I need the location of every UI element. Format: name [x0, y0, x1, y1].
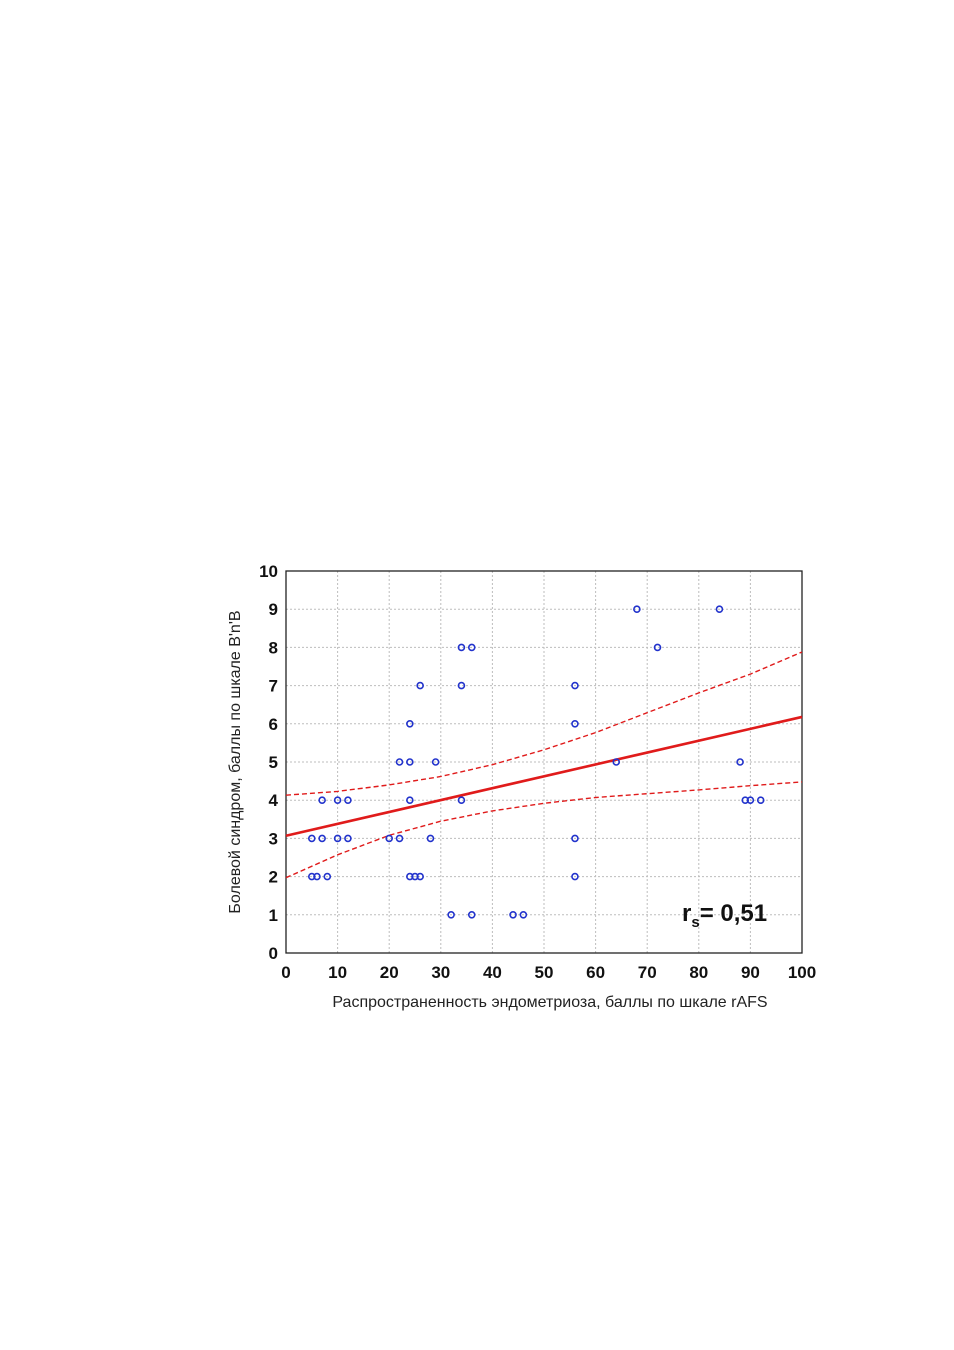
data-point: [633, 605, 641, 614]
data-point: [385, 834, 394, 843]
data-point: [431, 758, 440, 766]
x-tick-label: 0: [281, 963, 290, 982]
data-point: [406, 758, 414, 766]
y-tick-label: 2: [269, 868, 278, 887]
data-point: [406, 719, 414, 728]
data-point: [307, 834, 316, 843]
correlation-r: r: [682, 900, 691, 927]
data-point: [612, 758, 621, 766]
x-axis-label: Распространенность эндометриоза, баллы п…: [332, 994, 767, 1011]
y-tick-label: 8: [269, 638, 278, 657]
y-tick-label: 1: [269, 906, 278, 925]
data-point: [653, 643, 662, 652]
data-point: [416, 872, 424, 881]
data-point: [307, 872, 316, 881]
data-point: [746, 796, 755, 805]
data-point: [344, 796, 352, 805]
data-point: [715, 605, 724, 614]
y-tick-label: 9: [269, 600, 278, 619]
data-points: [307, 605, 765, 919]
grid-lines: [285, 570, 803, 954]
data-point: [344, 834, 352, 843]
x-tick-label: 20: [380, 963, 399, 982]
data-point: [411, 872, 419, 881]
data-point: [571, 834, 579, 843]
y-tick-label: 10: [259, 562, 278, 581]
x-tick-label: 50: [535, 963, 554, 982]
y-tick-label: 0: [269, 944, 278, 963]
data-point: [736, 758, 744, 766]
regression-line-group: [285, 715, 803, 837]
correlation-subscript: s: [691, 914, 699, 931]
data-point: [519, 910, 528, 919]
data-point: [318, 834, 326, 843]
x-tick-label: 30: [431, 963, 450, 982]
data-point: [571, 872, 579, 881]
data-point: [333, 796, 342, 805]
data-point: [406, 796, 414, 805]
x-tick-label: 10: [328, 963, 347, 982]
data-point: [571, 719, 579, 728]
x-tick-label: 60: [586, 963, 605, 982]
data-point: [467, 910, 476, 919]
data-point: [395, 758, 404, 766]
data-point: [457, 796, 466, 805]
regression-line: [285, 715, 803, 837]
y-tick-label: 3: [269, 829, 278, 848]
data-point: [457, 643, 466, 652]
data-point: [509, 910, 517, 919]
data-point: [447, 910, 455, 919]
y-tick-label: 5: [269, 753, 278, 772]
x-tick-label: 100: [788, 963, 816, 982]
data-point: [313, 872, 321, 881]
data-point: [741, 796, 750, 805]
y-tick-label: 7: [269, 677, 278, 696]
y-tick-label: 4: [269, 791, 279, 810]
data-point: [416, 681, 424, 690]
data-point: [756, 796, 765, 805]
x-tick-label: 90: [741, 963, 760, 982]
confidence-band: [285, 651, 803, 879]
data-point: [406, 872, 414, 881]
y-axis-label: Болевой синдром, баллы по шкале В'n'В: [227, 610, 244, 913]
x-tick-label: 80: [689, 963, 708, 982]
data-point: [333, 834, 342, 843]
y-tick-label: 6: [269, 715, 278, 734]
correlation-annotation: rs= 0,51: [682, 900, 767, 931]
data-point: [571, 681, 579, 690]
data-point: [457, 681, 466, 690]
y-tick-labels: 0 1 2 3 4 5 6 7 8 9 10: [259, 562, 278, 963]
data-point: [395, 834, 404, 843]
correlation-value: = 0,51: [700, 900, 767, 927]
x-tick-label: 70: [638, 963, 657, 982]
data-point: [426, 834, 435, 843]
data-point: [323, 872, 332, 881]
confidence-lower-line: [285, 781, 803, 879]
data-point: [318, 796, 326, 805]
plot-frame: [285, 570, 803, 954]
x-tick-labels: 0 10 20 30 40 50 60 70 80 90 100: [281, 963, 816, 982]
data-point: [467, 643, 476, 652]
x-tick-label: 40: [483, 963, 502, 982]
